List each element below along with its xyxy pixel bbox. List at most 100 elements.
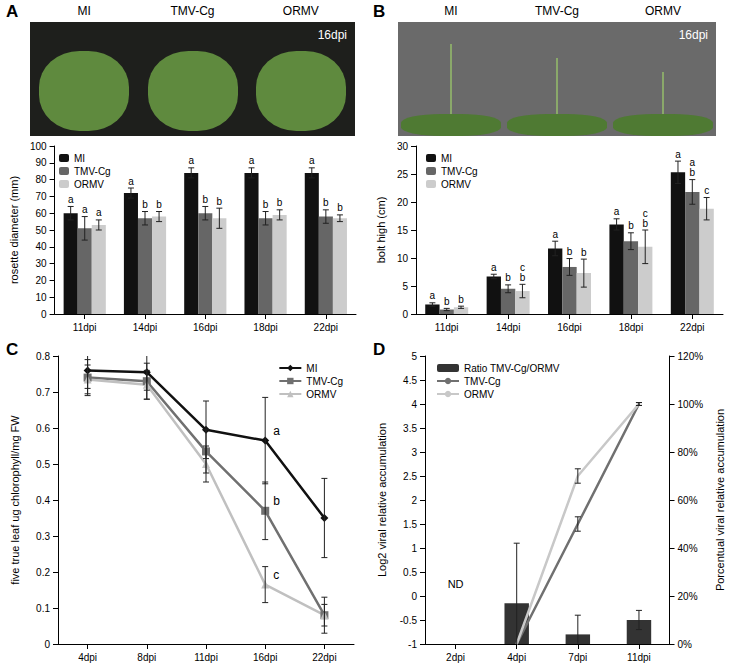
svg-text:0.1: 0.1 bbox=[36, 603, 50, 614]
svg-text:18dpi: 18dpi bbox=[253, 322, 277, 333]
svg-text:20: 20 bbox=[35, 275, 47, 286]
svg-text:5: 5 bbox=[411, 351, 417, 362]
svg-text:40%: 40% bbox=[678, 543, 698, 554]
svg-text:0.3: 0.3 bbox=[36, 531, 50, 542]
svg-text:30: 30 bbox=[35, 258, 47, 269]
svg-text:3: 3 bbox=[411, 447, 417, 458]
svg-text:18dpi: 18dpi bbox=[619, 322, 643, 333]
svg-text:14dpi: 14dpi bbox=[496, 322, 520, 333]
svg-text:0.8: 0.8 bbox=[36, 351, 50, 362]
svg-text:0.6: 0.6 bbox=[36, 423, 50, 434]
svg-text:b: b bbox=[567, 246, 573, 257]
svg-text:a: a bbox=[128, 176, 134, 187]
svg-text:a: a bbox=[614, 206, 620, 217]
svg-text:10: 10 bbox=[35, 292, 47, 303]
svg-text:0.5: 0.5 bbox=[36, 459, 50, 470]
svg-text:120%: 120% bbox=[678, 351, 704, 362]
svg-text:b: b bbox=[337, 202, 343, 213]
svg-text:0: 0 bbox=[44, 639, 50, 650]
svg-text:0: 0 bbox=[402, 309, 408, 320]
svg-text:bolt high (cm): bolt high (cm) bbox=[375, 197, 387, 264]
svg-text:20%: 20% bbox=[678, 591, 698, 602]
svg-text:16dpi: 16dpi bbox=[557, 322, 581, 333]
svg-text:50: 50 bbox=[35, 225, 47, 236]
svg-text:b: b bbox=[642, 218, 648, 229]
svg-text:1.5: 1.5 bbox=[403, 519, 417, 530]
svg-text:80: 80 bbox=[35, 174, 47, 185]
svg-text:Porcentual viral relative accu: Porcentual viral relative accumulation bbox=[714, 409, 726, 591]
svg-text:a: a bbox=[552, 229, 558, 240]
svg-text:5: 5 bbox=[402, 281, 408, 292]
svg-text:4.5: 4.5 bbox=[403, 375, 417, 386]
svg-text:0%: 0% bbox=[678, 639, 693, 650]
svg-text:five true leaf ug chlorophyll/: five true leaf ug chlorophyll/mg FW bbox=[9, 415, 21, 585]
svg-text:11dpi: 11dpi bbox=[73, 322, 97, 333]
svg-text:40: 40 bbox=[35, 241, 47, 252]
svg-text:a: a bbox=[273, 424, 280, 438]
svg-text:a: a bbox=[309, 155, 315, 166]
svg-text:4dpi: 4dpi bbox=[507, 652, 526, 663]
svg-text:rosette diameter (mm): rosette diameter (mm) bbox=[8, 176, 20, 284]
svg-text:60: 60 bbox=[35, 208, 47, 219]
svg-text:4dpi: 4dpi bbox=[78, 652, 97, 663]
svg-text:90: 90 bbox=[35, 157, 47, 168]
svg-text:b: b bbox=[323, 197, 329, 208]
svg-text:b: b bbox=[217, 196, 223, 207]
svg-text:a: a bbox=[675, 149, 681, 160]
svg-text:80%: 80% bbox=[678, 447, 698, 458]
svg-text:60%: 60% bbox=[678, 495, 698, 506]
svg-text:22dpi: 22dpi bbox=[314, 322, 338, 333]
svg-text:b: b bbox=[156, 199, 162, 210]
svg-text:b: b bbox=[203, 194, 209, 205]
svg-text:0: 0 bbox=[41, 309, 47, 320]
svg-text:11dpi: 11dpi bbox=[194, 652, 218, 663]
svg-text:ORMV: ORMV bbox=[441, 179, 471, 190]
svg-text:11dpi: 11dpi bbox=[627, 652, 651, 663]
svg-text:a: a bbox=[68, 194, 74, 205]
svg-text:4: 4 bbox=[411, 399, 417, 410]
svg-text:22dpi: 22dpi bbox=[680, 322, 704, 333]
svg-text:a: a bbox=[96, 207, 102, 218]
svg-text:-0.5: -0.5 bbox=[400, 615, 418, 626]
svg-text:a: a bbox=[491, 262, 497, 273]
svg-text:ORMV: ORMV bbox=[464, 389, 494, 400]
svg-text:20: 20 bbox=[397, 197, 409, 208]
svg-text:10: 10 bbox=[397, 253, 409, 264]
svg-text:0: 0 bbox=[411, 591, 417, 602]
svg-text:Ratio TMV-Cg/ORMV: Ratio TMV-Cg/ORMV bbox=[464, 363, 560, 374]
svg-text:a: a bbox=[430, 290, 436, 301]
svg-text:11dpi: 11dpi bbox=[435, 322, 459, 333]
svg-text:0.5: 0.5 bbox=[403, 567, 417, 578]
svg-text:b: b bbox=[444, 296, 450, 307]
svg-text:b: b bbox=[520, 272, 526, 283]
svg-text:b: b bbox=[505, 272, 511, 283]
svg-text:2dpi: 2dpi bbox=[446, 652, 465, 663]
svg-text:c: c bbox=[704, 185, 709, 196]
svg-text:a: a bbox=[188, 155, 194, 166]
svg-text:22dpi: 22dpi bbox=[312, 652, 336, 663]
svg-text:b: b bbox=[263, 199, 269, 210]
svg-text:70: 70 bbox=[35, 191, 47, 202]
svg-text:1: 1 bbox=[411, 543, 417, 554]
svg-text:MI: MI bbox=[306, 363, 317, 374]
svg-text:TMV-Cg: TMV-Cg bbox=[74, 166, 111, 177]
svg-text:Log2 viral relative accumulati: Log2 viral relative accumulation bbox=[376, 423, 388, 577]
svg-text:15: 15 bbox=[397, 225, 409, 236]
svg-text:ND: ND bbox=[448, 578, 464, 590]
svg-text:b: b bbox=[277, 197, 283, 208]
svg-text:0.2: 0.2 bbox=[36, 567, 50, 578]
svg-text:ORMV: ORMV bbox=[306, 389, 336, 400]
svg-text:a: a bbox=[249, 155, 255, 166]
svg-text:TMV-Cg: TMV-Cg bbox=[306, 376, 343, 387]
svg-text:16dpi: 16dpi bbox=[193, 322, 217, 333]
svg-text:-1: -1 bbox=[408, 639, 417, 650]
svg-text:c: c bbox=[273, 568, 279, 582]
svg-text:a: a bbox=[82, 204, 88, 215]
svg-text:3.5: 3.5 bbox=[403, 423, 417, 434]
svg-text:2: 2 bbox=[411, 495, 417, 506]
svg-text:30: 30 bbox=[397, 141, 409, 152]
svg-text:b: b bbox=[628, 220, 634, 231]
svg-text:0.4: 0.4 bbox=[36, 495, 50, 506]
svg-text:b: b bbox=[581, 247, 587, 258]
svg-text:TMV-Cg: TMV-Cg bbox=[464, 376, 501, 387]
